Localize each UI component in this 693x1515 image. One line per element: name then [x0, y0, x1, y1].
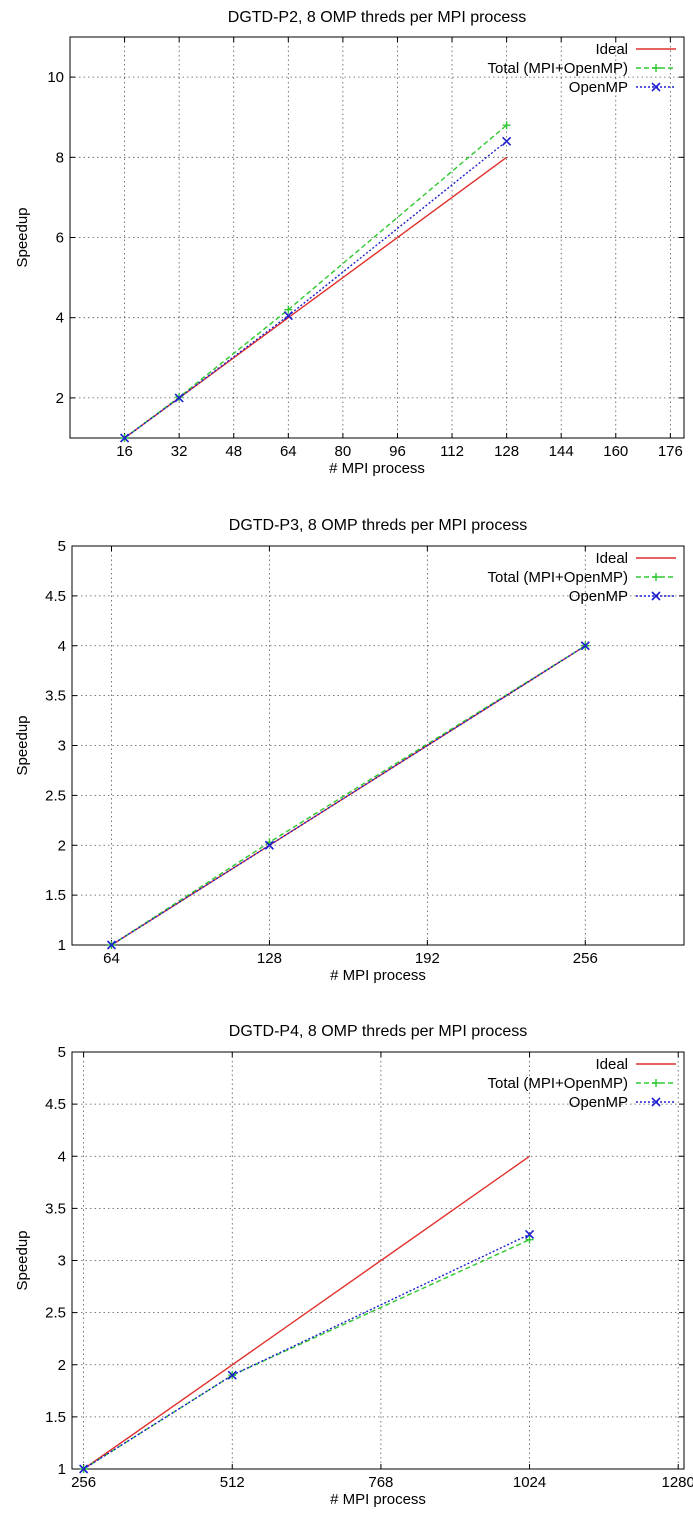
- legend-label: OpenMP: [569, 79, 628, 96]
- chart-1: DGTD-P2, 8 OMP threds per MPI process 16 3…: [14, 9, 685, 477]
- data-point-3: [283, 311, 293, 321]
- data-point-3: [580, 641, 590, 651]
- y-tick-label: 1: [58, 937, 66, 954]
- legend-label: Ideal: [595, 1056, 628, 1073]
- x-tick-label: 112: [440, 443, 464, 460]
- legend-label: Total (MPI+OpenMP): [488, 569, 628, 586]
- y-tick-label: 6: [56, 230, 64, 247]
- series-line-3: [124, 140, 508, 439]
- x-tick-label: 64: [103, 950, 120, 967]
- y-axis-label: Speedup: [14, 1230, 31, 1290]
- y-tick-label: 2.5: [45, 787, 66, 804]
- legend-marker: [651, 82, 661, 92]
- data-point-3: [227, 1370, 237, 1380]
- y-tick-label: 3: [58, 738, 66, 755]
- x-axis-label: # MPI process: [329, 460, 425, 477]
- x-axis-label: # MPI process: [330, 1491, 426, 1508]
- x-tick-label: 16: [116, 443, 133, 460]
- x-tick-label: 64: [280, 443, 297, 460]
- x-tick-label: 32: [171, 443, 188, 460]
- y-tick-label: 4.5: [45, 588, 66, 605]
- legend-marker: [652, 1079, 660, 1087]
- legend-label: Total (MPI+OpenMP): [488, 60, 628, 77]
- series-line-1: [83, 1155, 530, 1470]
- y-tick-label: 2: [58, 837, 66, 854]
- y-tick-label: 1: [58, 1461, 66, 1478]
- x-tick-label: 48: [225, 443, 242, 460]
- data-point-3: [174, 393, 184, 403]
- y-tick-label: 3.5: [45, 688, 66, 705]
- data-point-3: [524, 1229, 535, 1240]
- data-point-3: [106, 940, 117, 950]
- data-point-2: [525, 1235, 534, 1244]
- y-axis-label: Speedup: [14, 207, 31, 267]
- x-tick-label: 160: [603, 443, 628, 460]
- legend-marker: [651, 591, 661, 601]
- plot-frame: [71, 1051, 685, 1470]
- x-tick-label: 128: [257, 950, 282, 967]
- series-line-3: [83, 1233, 530, 1470]
- x-tick-label: 96: [389, 443, 406, 460]
- y-tick-label: 4.5: [45, 1096, 66, 1113]
- data-point-3: [79, 1464, 89, 1474]
- x-tick-label: 256: [71, 1474, 96, 1491]
- data-point-3: [264, 840, 274, 850]
- plot-frame: [69, 36, 685, 439]
- x-tick-label: 256: [573, 950, 598, 967]
- chart-3: DGTD-P4, 8 OMP threds per MPI process 256…: [14, 1023, 693, 1508]
- y-tick-label: 8: [56, 149, 64, 166]
- legend-label: Ideal: [595, 41, 628, 58]
- x-tick-label: 192: [415, 950, 440, 967]
- y-tick-label: 4: [58, 638, 66, 655]
- legend-marker: [651, 1097, 661, 1107]
- y-tick-label: 10: [47, 69, 64, 86]
- series-line-2: [83, 1239, 530, 1470]
- plot-frame: [71, 545, 685, 946]
- x-tick-label: 128: [494, 443, 519, 460]
- x-axis-label: # MPI process: [330, 967, 426, 984]
- y-axis-label: Speedup: [14, 715, 31, 775]
- y-tick-label: 1.5: [45, 887, 66, 904]
- y-tick-label: 5: [58, 1044, 66, 1061]
- y-tick-label: 3.5: [45, 1200, 66, 1217]
- x-tick-label: 1024: [513, 1474, 546, 1491]
- chart-title: DGTD-P2, 8 OMP threds per MPI process: [228, 9, 526, 26]
- y-tick-label: 2: [56, 390, 64, 407]
- x-tick-label: 80: [335, 443, 352, 460]
- legend-label: Ideal: [595, 550, 628, 567]
- y-tick-label: 3: [58, 1253, 66, 1270]
- x-tick-label: 176: [658, 443, 683, 460]
- y-tick-label: 5: [58, 538, 66, 555]
- legend-label: OpenMP: [569, 1094, 628, 1111]
- y-tick-label: 2: [58, 1357, 66, 1374]
- chart-2: DGTD-P3, 8 OMP threds per MPI process 64 1…: [14, 517, 685, 984]
- data-point-3: [120, 433, 130, 443]
- y-tick-label: 4: [58, 1148, 66, 1165]
- data-point-2: [284, 305, 293, 314]
- x-tick-label: 768: [368, 1474, 393, 1491]
- x-tick-label: 512: [220, 1474, 245, 1491]
- data-point-2: [502, 121, 511, 130]
- x-tick-label: 144: [549, 443, 574, 460]
- chart-title: DGTD-P4, 8 OMP threds per MPI process: [229, 1023, 527, 1040]
- y-tick-label: 1.5: [45, 1409, 66, 1426]
- legend-label: Total (MPI+OpenMP): [488, 1075, 628, 1092]
- x-tick-label: 1280: [662, 1474, 693, 1491]
- chart-title: DGTD-P3, 8 OMP threds per MPI process: [229, 517, 527, 534]
- series-line-2: [124, 124, 508, 439]
- data-point-3: [502, 136, 512, 146]
- y-tick-label: 4: [56, 310, 64, 327]
- y-tick-label: 2.5: [45, 1305, 66, 1322]
- legend-marker: [652, 573, 660, 581]
- legend-marker: [652, 64, 660, 72]
- legend-label: OpenMP: [569, 588, 628, 605]
